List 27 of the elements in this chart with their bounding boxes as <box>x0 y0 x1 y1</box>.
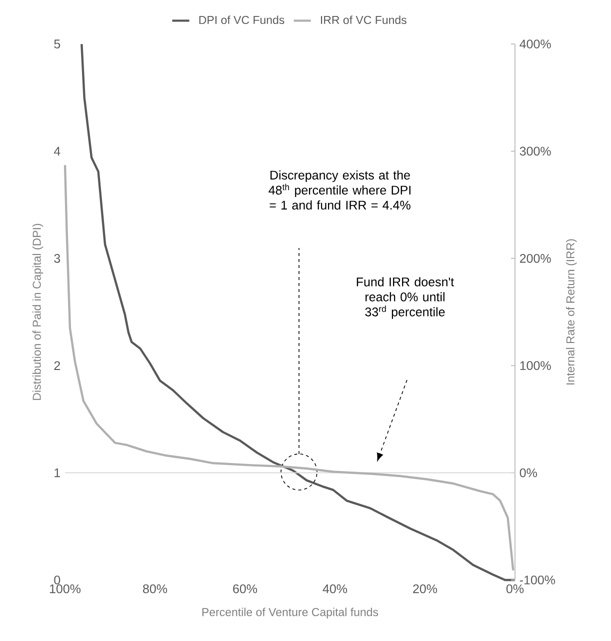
annotation: Fund IRR doesn't reach 0% until 33$^{rd}$ percentile <box>356 277 454 319</box>
y-tick-label: 4 <box>54 146 60 156</box>
y2-tick-label: 100% <box>520 361 551 370</box>
x-axis-title: Percentile of Venture Capital funds <box>202 608 378 618</box>
y-tick-label: 3 <box>54 254 60 263</box>
x-tick-label: 40% <box>322 584 348 594</box>
y-tick-label: 0 <box>54 576 60 584</box>
annotation: Discrepancy exists at the 48$^{th}$ percentile where DPI = 1 and fund IRR = 4.4% <box>268 170 410 210</box>
legend-label: DPI of VC Funds <box>199 16 284 24</box>
y2-tick-label: 0% <box>520 468 537 478</box>
y2-axis-title: Internal Rate of Return (IRR) <box>566 239 577 384</box>
y-tick-label: 2 <box>54 361 60 370</box>
legend-label: IRR of VC Funds <box>321 16 406 24</box>
y-tick-label: 5 <box>54 40 60 48</box>
line-series <box>80 42 516 582</box>
y-axis-title: Distribution of Paid in Capital (DPI) <box>32 224 44 400</box>
x-tick-label: 20% <box>413 584 438 594</box>
x-tick-label: 80% <box>143 584 168 594</box>
y2-tick-label: 400% <box>520 40 551 48</box>
y2-tick-label: 200% <box>520 254 551 263</box>
y2-tick-label: 300% <box>520 146 551 156</box>
y-tick-label: 1 <box>54 468 60 478</box>
x-tick-label: 60% <box>233 584 258 594</box>
x-tick-label: 0% <box>506 584 524 594</box>
line-series <box>64 164 514 572</box>
y2-tick-label: -100% <box>520 576 556 584</box>
x-tick-label: 100% <box>50 584 81 594</box>
